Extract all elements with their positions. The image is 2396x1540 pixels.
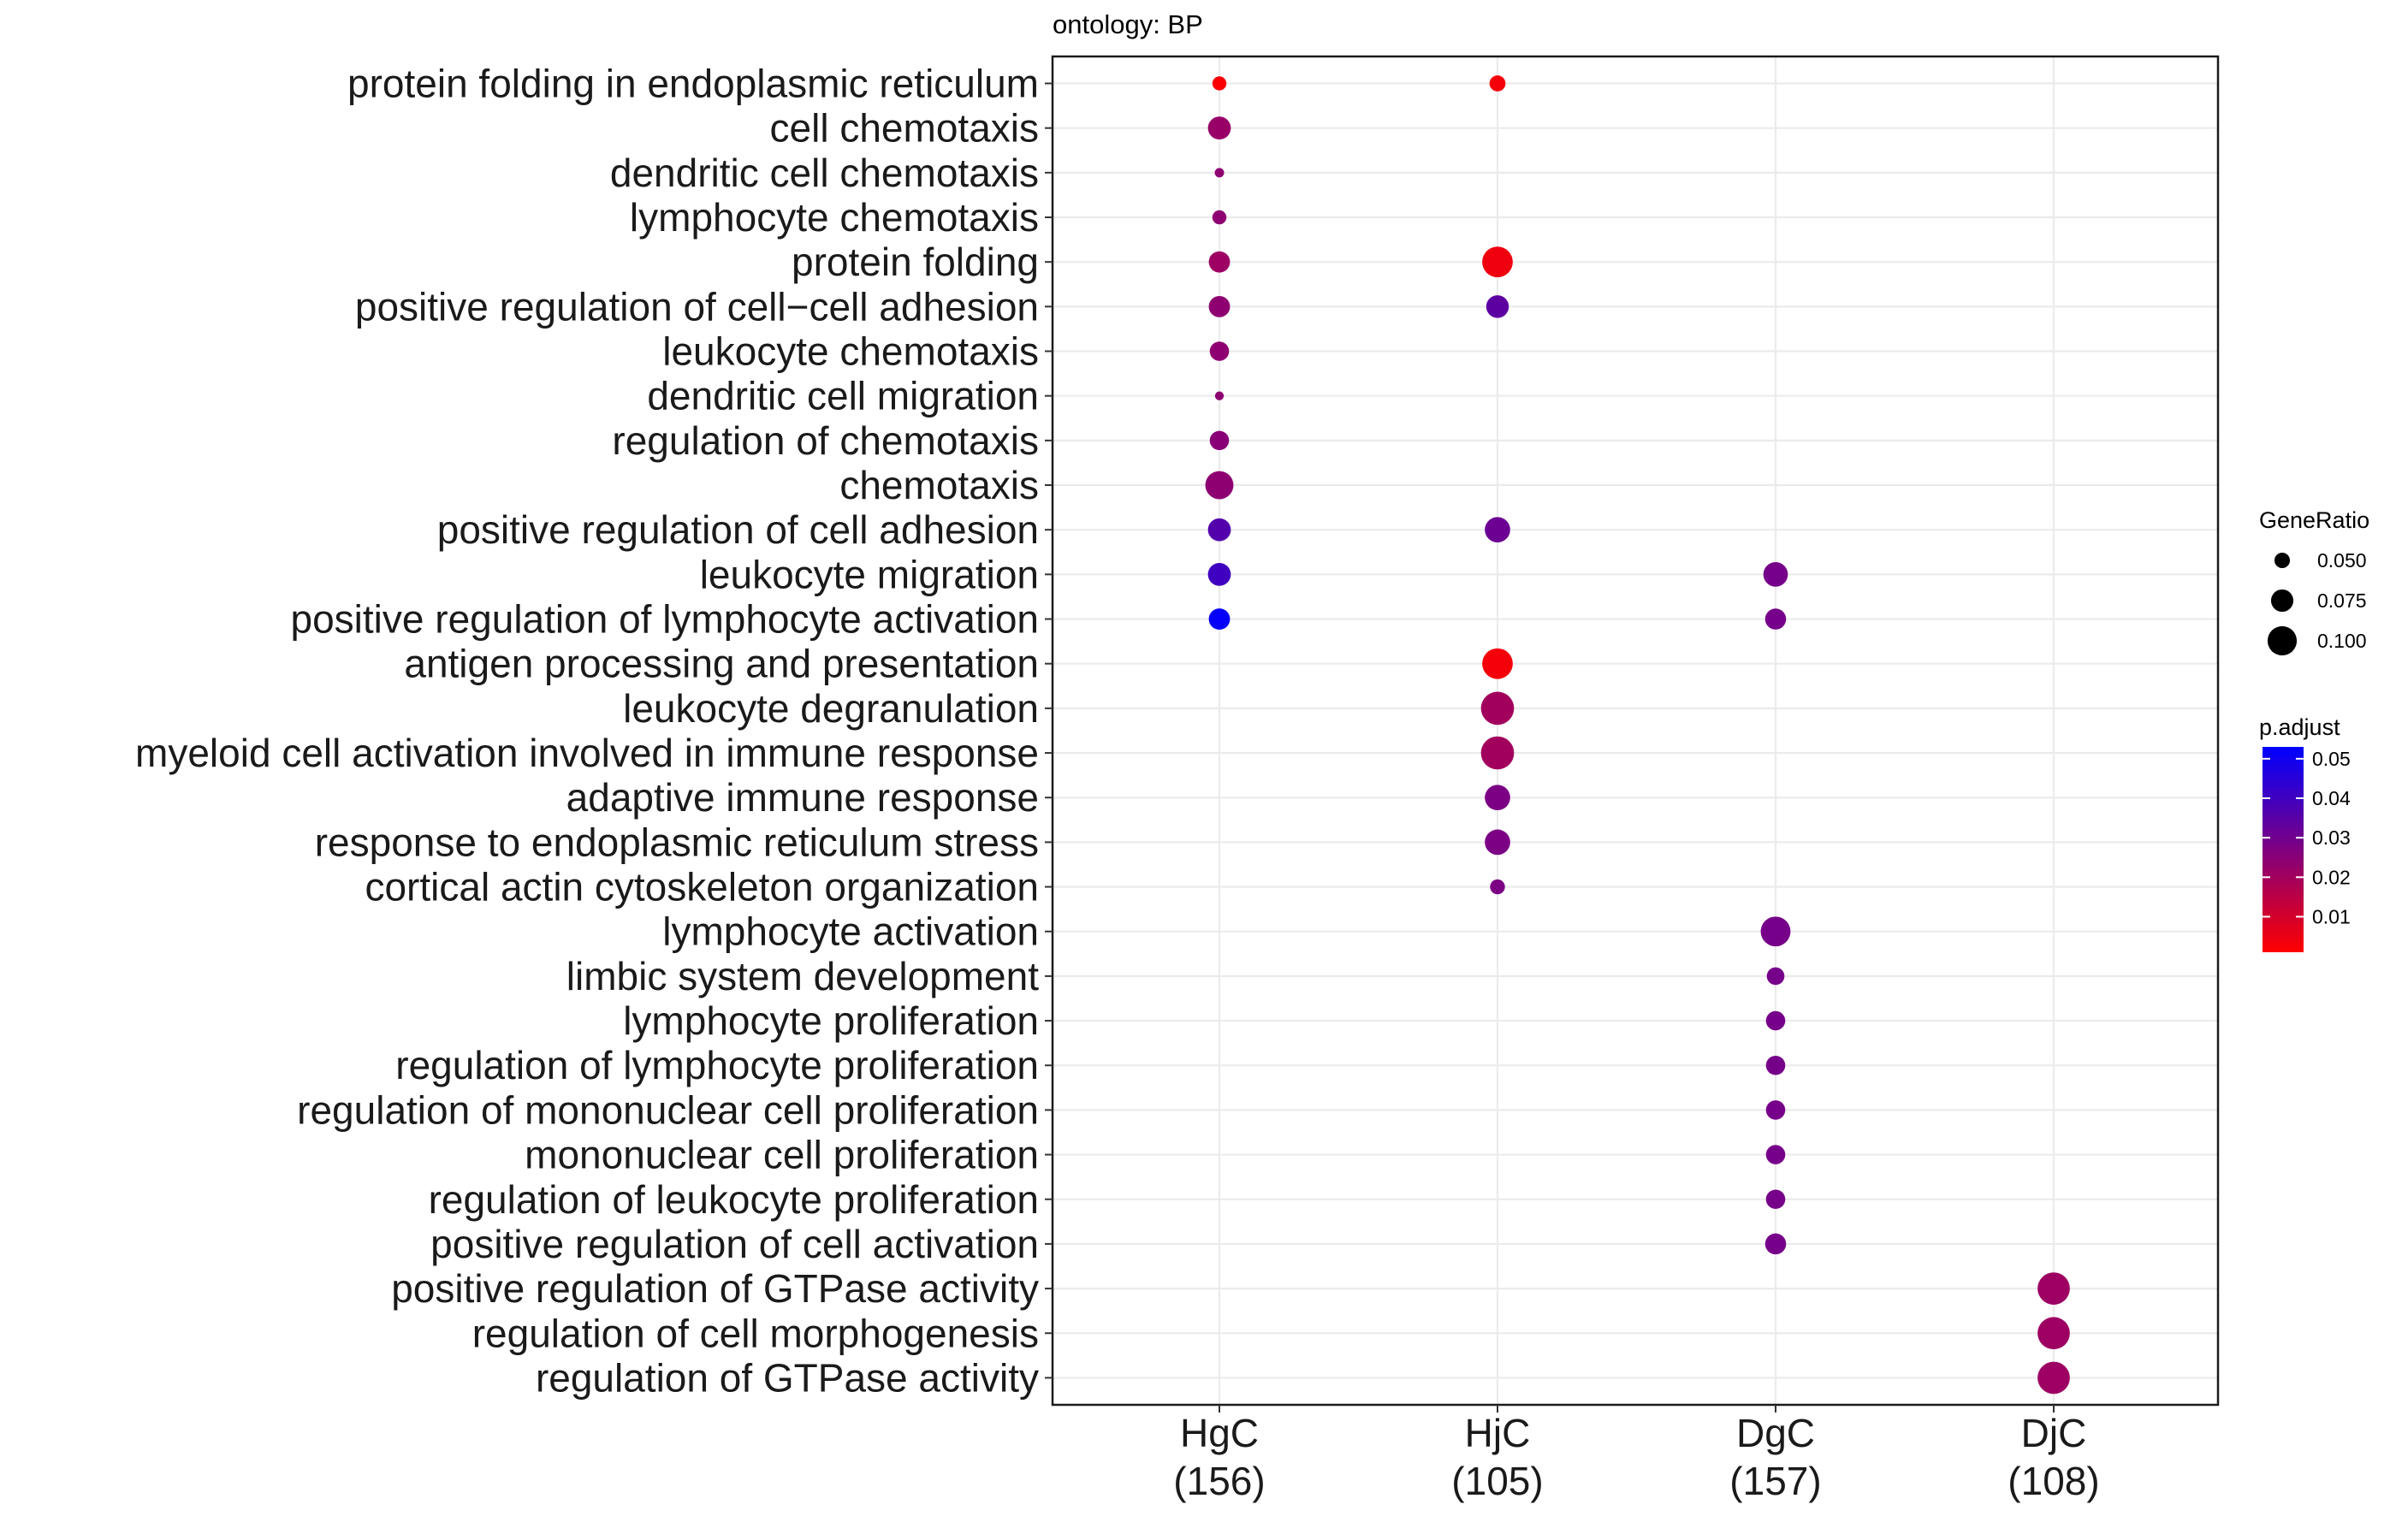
- data-point: [1207, 518, 1231, 542]
- data-point: [1760, 916, 1791, 947]
- data-point: [1482, 246, 1513, 278]
- y-axis: protein folding in endoplasmic reticulum…: [135, 62, 1053, 1400]
- data-point: [1765, 1055, 1786, 1075]
- data-point: [2037, 1272, 2070, 1305]
- padjust-legend: p.adjust 0.05 0.04 0.03 0.02 0.01: [2259, 714, 2351, 952]
- padjust-legend-label: 0.03: [2312, 826, 2351, 849]
- x-tick-count-djc: (108): [2008, 1459, 2099, 1503]
- x-tick-count-hjc: (105): [1451, 1459, 1543, 1503]
- y-tick-label: lymphocyte activation: [662, 909, 1039, 954]
- x-tick-label-dgc: DgC: [1736, 1411, 1815, 1455]
- padjust-colorbar: [2263, 747, 2304, 952]
- generatio-legend-title: GeneRatio: [2259, 507, 2369, 533]
- y-tick-label: regulation of leukocyte proliferation: [429, 1177, 1039, 1222]
- y-tick-label: response to endoplasmic reticulum stress: [315, 820, 1039, 864]
- y-tick-label: mononuclear cell proliferation: [525, 1133, 1039, 1177]
- data-point: [1207, 562, 1231, 586]
- x-tick-label-djc: DjC: [2021, 1411, 2087, 1455]
- y-tick-label: antigen processing and presentation: [404, 642, 1039, 686]
- y-tick-label: positive regulation of cell activation: [430, 1222, 1039, 1266]
- generatio-legend: GeneRatio 0.050 0.075 0.100: [2259, 507, 2369, 656]
- data-point: [1212, 210, 1227, 225]
- padjust-legend-label: 0.05: [2312, 748, 2351, 770]
- data-point: [2037, 1361, 2070, 1395]
- data-point: [1214, 168, 1225, 178]
- y-tick-label: cell chemotaxis: [770, 106, 1039, 151]
- y-tick-label: cortical actin cytoskeleton organization: [365, 865, 1039, 909]
- data-point: [1765, 1189, 1786, 1210]
- data-point: [1764, 1233, 1787, 1255]
- chart-subtitle: ontology: BP: [1053, 9, 1203, 39]
- data-point: [1480, 736, 1515, 770]
- x-axis: HgC(156) HjC(105) DgC(157) DjC(108): [1173, 1405, 2100, 1503]
- data-point: [1489, 75, 1506, 92]
- data-point: [1482, 648, 1513, 679]
- data-points: [1205, 75, 2070, 1395]
- data-point: [1765, 1010, 1786, 1031]
- data-point: [2037, 1317, 2070, 1350]
- padjust-legend-label: 0.04: [2312, 787, 2351, 809]
- data-point: [1485, 517, 1510, 543]
- data-point: [1485, 785, 1510, 811]
- padjust-legend-title: p.adjust: [2259, 714, 2340, 740]
- y-tick-label: adaptive immune response: [566, 775, 1039, 820]
- x-tick-label-hgc: HgC: [1180, 1411, 1259, 1455]
- data-point: [1208, 251, 1231, 273]
- y-tick-label: leukocyte migration: [700, 552, 1039, 596]
- y-tick-label: protein folding in endoplasmic reticulum: [347, 62, 1039, 106]
- grid-lines: [1053, 56, 2218, 1405]
- data-point: [1480, 691, 1515, 726]
- y-tick-label: dendritic cell chemotaxis: [610, 151, 1039, 195]
- y-tick-label: positive regulation of cell adhesion: [437, 507, 1039, 552]
- generatio-legend-label: 0.100: [2317, 630, 2367, 652]
- generatio-legend-key: [2267, 625, 2298, 656]
- y-tick-label: leukocyte chemotaxis: [662, 329, 1039, 374]
- generatio-legend-label: 0.075: [2317, 589, 2367, 612]
- generatio-legend-key: [2270, 589, 2294, 613]
- plot-panel-border: [1051, 55, 2220, 1407]
- y-tick-label: positive regulation of cell−cell adhesio…: [355, 284, 1039, 329]
- y-tick-label: regulation of GTPase activity: [536, 1355, 1039, 1400]
- data-point: [1208, 295, 1231, 317]
- data-point: [1209, 341, 1230, 361]
- x-tick-label-hjc: HjC: [1465, 1411, 1531, 1455]
- data-point: [1212, 76, 1227, 91]
- padjust-legend-label: 0.02: [2312, 866, 2351, 888]
- padjust-legend-label: 0.01: [2312, 905, 2351, 927]
- y-tick-label: regulation of lymphocyte proliferation: [395, 1043, 1039, 1087]
- data-point: [1764, 608, 1787, 630]
- y-tick-label: myeloid cell activation involved in immu…: [135, 731, 1039, 775]
- data-point: [1485, 829, 1510, 856]
- y-tick-label: lymphocyte proliferation: [623, 998, 1039, 1043]
- data-point: [1208, 608, 1231, 630]
- data-point: [1486, 295, 1509, 318]
- y-tick-label: regulation of chemotaxis: [612, 418, 1039, 463]
- y-tick-label: limbic system development: [566, 954, 1039, 998]
- y-tick-label: chemotaxis: [839, 463, 1039, 507]
- data-point: [1209, 430, 1230, 451]
- generatio-legend-key: [2274, 552, 2291, 569]
- y-tick-label: protein folding: [792, 240, 1039, 284]
- generatio-legend-label: 0.050: [2317, 549, 2367, 572]
- y-tick-label: leukocyte degranulation: [623, 686, 1039, 731]
- data-point: [1207, 116, 1231, 140]
- y-tick-label: positive regulation of lymphocyte activa…: [291, 597, 1039, 642]
- x-tick-count-dgc: (157): [1729, 1459, 1821, 1503]
- data-point: [1766, 967, 1785, 986]
- y-tick-label: regulation of cell morphogenesis: [472, 1311, 1039, 1355]
- data-point: [1765, 1145, 1786, 1164]
- y-tick-label: lymphocyte chemotaxis: [630, 195, 1039, 240]
- data-point: [1765, 1100, 1786, 1120]
- x-tick-count-hgc: (156): [1173, 1459, 1265, 1503]
- y-tick-label: regulation of mononuclear cell prolifera…: [297, 1087, 1039, 1132]
- data-point: [1214, 391, 1225, 400]
- data-point: [1490, 879, 1505, 895]
- y-tick-label: dendritic cell migration: [647, 374, 1039, 418]
- data-point: [1763, 562, 1788, 587]
- data-point: [1205, 471, 1234, 500]
- y-tick-label: positive regulation of GTPase activity: [391, 1266, 1039, 1311]
